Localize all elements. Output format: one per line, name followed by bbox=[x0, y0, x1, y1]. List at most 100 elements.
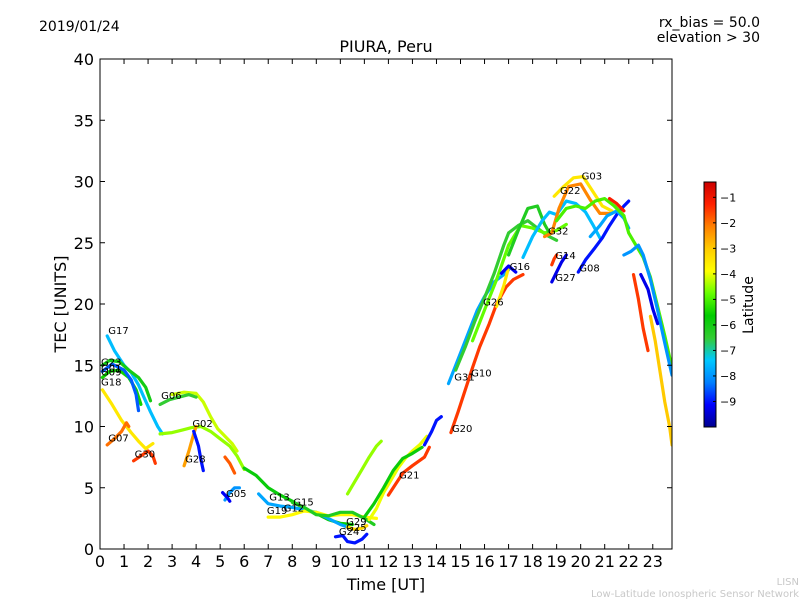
chart-title: PIURA, Peru bbox=[339, 37, 432, 56]
series-g16 bbox=[499, 264, 518, 275]
x-tick-label: 13 bbox=[402, 552, 422, 571]
satellite-label: G23 bbox=[101, 358, 121, 369]
series-g17 bbox=[105, 334, 165, 436]
x-tick-label: 20 bbox=[570, 552, 590, 571]
x-tick-label: 3 bbox=[167, 552, 177, 571]
x-tick-label: 2 bbox=[143, 552, 153, 571]
satellite-label: G21 bbox=[399, 470, 419, 481]
colorbar-tick-label: −8 bbox=[720, 370, 736, 383]
satellite-label: G12 bbox=[284, 503, 304, 514]
series-layer bbox=[100, 175, 672, 545]
satellite-label: G28 bbox=[185, 454, 205, 465]
x-tick-label: 11 bbox=[354, 552, 374, 571]
colorbar-tick-label: −6 bbox=[720, 319, 736, 332]
series-g28b bbox=[192, 429, 205, 473]
satellite-label: G06 bbox=[161, 391, 181, 402]
colorbar-tick-label: −3 bbox=[720, 242, 736, 255]
colorbar-tick-label: −7 bbox=[720, 344, 736, 357]
x-tick-label: 0 bbox=[95, 552, 105, 571]
series-g12b bbox=[648, 314, 672, 447]
series-g20 bbox=[422, 415, 443, 447]
x-tick-label: 19 bbox=[546, 552, 566, 571]
x-tick-label: 5 bbox=[215, 552, 225, 571]
satellite-label: G29 bbox=[346, 517, 366, 528]
y-axis: 0 5 10 15 20 25 30 35 40 bbox=[74, 50, 672, 559]
series-g03 bbox=[552, 175, 614, 213]
x-tick-label: 4 bbox=[191, 552, 201, 571]
series-g24 bbox=[333, 532, 369, 545]
x-tick-label: 18 bbox=[522, 552, 542, 571]
series-g07 bbox=[105, 421, 131, 447]
series-g06b bbox=[158, 393, 198, 406]
x-tick-label: 23 bbox=[643, 552, 663, 571]
series-g12 bbox=[631, 273, 650, 353]
x-tick-label: 14 bbox=[426, 552, 446, 571]
satellite-label: G16 bbox=[510, 262, 530, 273]
x-tick-label: 1 bbox=[119, 552, 129, 571]
satellite-label: G32 bbox=[548, 227, 568, 238]
elevation-label: elevation > 30 bbox=[657, 30, 760, 46]
satellite-label: G02 bbox=[192, 419, 212, 430]
x-tick-label: 15 bbox=[450, 552, 470, 571]
satellite-label: G15 bbox=[293, 497, 313, 508]
colorbar-ticks: −1 −2 −3 −4 −5 −6 −7 −8 −9 bbox=[713, 191, 736, 408]
satellite-label: G13 bbox=[269, 492, 289, 503]
satellite-label: G05 bbox=[226, 489, 246, 500]
x-tick-label: 10 bbox=[330, 552, 350, 571]
series-g15 bbox=[290, 500, 376, 527]
footer-network-full: Low-Latitude Ionospheric Sensor Network bbox=[591, 589, 799, 600]
satellite-label: G25 bbox=[346, 523, 366, 534]
series-g28c bbox=[223, 455, 237, 475]
y-tick-label: 40 bbox=[74, 50, 94, 69]
y-tick-label: 30 bbox=[74, 173, 94, 192]
satellite-label: G10 bbox=[471, 369, 491, 380]
series-g23 bbox=[100, 358, 153, 403]
series-g10 bbox=[454, 219, 559, 372]
series-g28 bbox=[182, 424, 198, 468]
series-g25b bbox=[639, 273, 660, 326]
y-tick-label: 25 bbox=[74, 234, 94, 253]
series-g20b bbox=[449, 273, 525, 435]
satellite-label: G07 bbox=[108, 434, 128, 445]
satellite-label: G03 bbox=[582, 172, 602, 183]
series-g09 bbox=[100, 362, 141, 413]
satellite-label: G08 bbox=[579, 263, 599, 274]
colorbar-label: Latitude bbox=[741, 276, 757, 334]
series-g03b bbox=[555, 197, 626, 223]
footer-network-short: LISN bbox=[777, 577, 799, 588]
series-g21 bbox=[386, 445, 431, 497]
series-g06 bbox=[158, 424, 246, 471]
x-tick-label: 6 bbox=[239, 552, 249, 571]
series-g29 bbox=[345, 524, 369, 531]
series-g05b bbox=[221, 491, 232, 503]
satellite-label: G18 bbox=[101, 377, 121, 388]
x-axis-label: Time [UT] bbox=[346, 575, 425, 594]
x-tick-label: 21 bbox=[595, 552, 615, 571]
rx-bias-label: rx_bias = 50.0 bbox=[659, 15, 760, 31]
series-g02 bbox=[170, 390, 239, 453]
satellite-label: G09 bbox=[101, 368, 121, 379]
x-tick-label: 8 bbox=[287, 552, 297, 571]
series-g21b bbox=[367, 434, 429, 522]
x-tick-label: 7 bbox=[263, 552, 273, 571]
y-tick-label: 20 bbox=[74, 295, 94, 314]
y-tick-label: 15 bbox=[74, 356, 94, 375]
y-tick-label: 35 bbox=[74, 111, 94, 130]
series-g18 bbox=[100, 388, 155, 451]
x-tick-label: 16 bbox=[474, 552, 494, 571]
y-axis-label: TEC [UNITS] bbox=[51, 256, 70, 354]
series-g25 bbox=[622, 243, 672, 377]
series-g26b bbox=[495, 265, 511, 308]
plot-frame bbox=[99, 58, 673, 550]
series-g21c bbox=[362, 445, 424, 519]
satellite-label: G31 bbox=[454, 372, 474, 383]
satellite-label: G30 bbox=[135, 450, 155, 461]
satellite-label: G24 bbox=[339, 527, 359, 538]
satellite-label: G14 bbox=[555, 251, 575, 262]
colorbar-tick-label: −5 bbox=[720, 293, 736, 306]
satellite-label: G27 bbox=[555, 273, 575, 284]
series-g11 bbox=[607, 197, 626, 213]
colorbar bbox=[703, 181, 717, 428]
series-g31 bbox=[446, 268, 511, 386]
